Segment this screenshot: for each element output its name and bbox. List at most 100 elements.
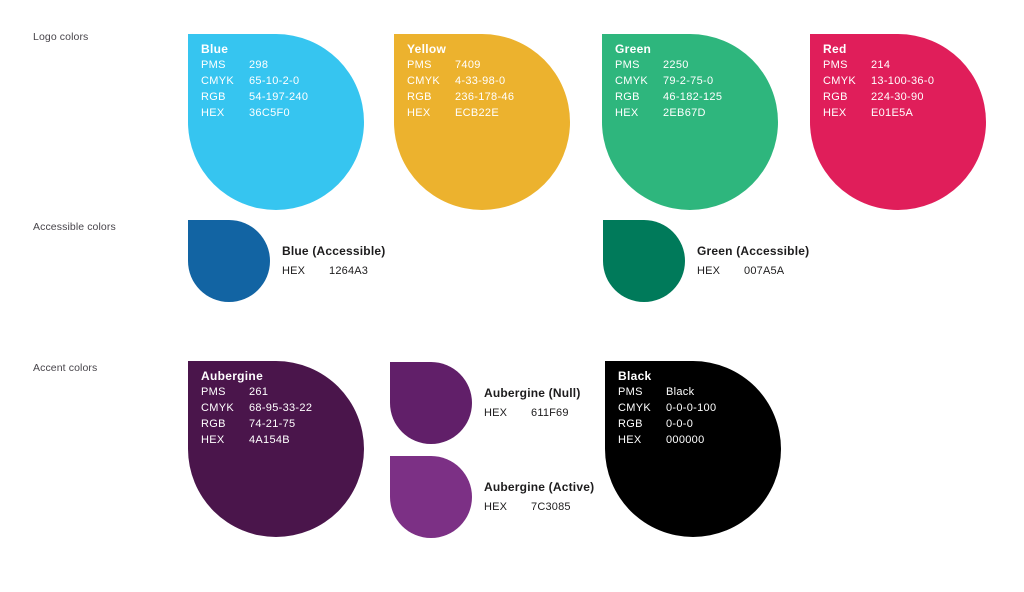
swatch-blob-black: Black PMS Black CMYK 0-0-0-100 RGB 0-0-0 HE… — [605, 361, 781, 537]
swatch-info-aubergine-null: Aubergine (Null) HEX 611F69 — [484, 362, 581, 444]
hex-value: 7C3085 — [531, 500, 571, 513]
pms-value: 261 — [249, 386, 269, 398]
cmyk-row: CMYK 79-2-75-0 — [615, 73, 778, 89]
rgb-row: RGB 0-0-0 — [618, 416, 781, 432]
pms-value: 214 — [871, 59, 891, 71]
swatch-blob-yellow: Yellow PMS 7409 CMYK 4-33-98-0 RGB 236-178-… — [394, 34, 570, 210]
swatch-info-blue-accessible: Blue (Accessible) HEX 1264A3 — [282, 220, 385, 302]
cmyk-label: CMYK — [618, 402, 651, 414]
pms-row: PMS 298 — [201, 57, 364, 73]
pms-value: Black — [666, 386, 695, 398]
hex-value: E01E5A — [871, 107, 914, 119]
hex-value: 4A154B — [249, 434, 290, 446]
swatch-name: Black — [618, 369, 652, 383]
hex-row: HEX 36C5F0 — [201, 105, 364, 121]
swatch-name: Yellow — [407, 42, 447, 56]
rgb-label: RGB — [823, 91, 848, 103]
hex-row: HEX 1264A3 — [282, 264, 385, 279]
swatch-blob-aubergine: Aubergine PMS 261 CMYK 68-95-33-22 RGB 74-2… — [188, 361, 364, 537]
pms-label: PMS — [618, 386, 643, 398]
hex-label: HEX — [282, 264, 306, 277]
swatch-info-green-accessible: Green (Accessible) HEX 007A5A — [697, 220, 809, 302]
hex-label: HEX — [484, 406, 508, 419]
swatch-name: Blue (Accessible) — [282, 243, 386, 258]
section-label-logo-colors: Logo colors — [33, 31, 89, 43]
hex-label: HEX — [823, 107, 847, 119]
hex-row: HEX ECB22E — [407, 105, 570, 121]
pms-row: PMS 2250 — [615, 57, 778, 73]
hex-row: HEX 611F69 — [484, 406, 581, 421]
pms-row: PMS 261 — [201, 384, 364, 400]
swatch-blob-blue-accessible — [188, 220, 270, 302]
section-label-accessible-colors: Accessible colors — [33, 221, 116, 233]
cmyk-value: 4-33-98-0 — [455, 75, 506, 87]
pms-label: PMS — [201, 59, 226, 71]
rgb-value: 54-197-240 — [249, 91, 309, 103]
rgb-label: RGB — [407, 91, 432, 103]
cmyk-label: CMYK — [615, 75, 648, 87]
rgb-label: RGB — [201, 91, 226, 103]
hex-value: 007A5A — [744, 264, 785, 277]
hex-value: 1264A3 — [329, 264, 369, 277]
rgb-label: RGB — [615, 91, 640, 103]
cmyk-label: CMYK — [407, 75, 440, 87]
cmyk-label: CMYK — [823, 75, 856, 87]
hex-label: HEX — [697, 264, 721, 277]
cmyk-value: 68-95-33-22 — [249, 402, 313, 414]
cmyk-row: CMYK 68-95-33-22 — [201, 400, 364, 416]
hex-row: HEX 4A154B — [201, 432, 364, 448]
rgb-label: RGB — [201, 418, 226, 430]
hex-label: HEX — [201, 107, 225, 119]
cmyk-value: 65-10-2-0 — [249, 75, 300, 87]
hex-label: HEX — [615, 107, 639, 119]
cmyk-label: CMYK — [201, 75, 234, 87]
cmyk-row: CMYK 4-33-98-0 — [407, 73, 570, 89]
swatch-name: Aubergine (Null) — [484, 385, 581, 400]
pms-label: PMS — [615, 59, 640, 71]
cmyk-row: CMYK 13-100-36-0 — [823, 73, 986, 89]
cmyk-row: CMYK 0-0-0-100 — [618, 400, 781, 416]
rgb-value: 236-178-46 — [455, 91, 515, 103]
cmyk-label: CMYK — [201, 402, 234, 414]
hex-row: HEX E01E5A — [823, 105, 986, 121]
hex-row: HEX 2EB67D — [615, 105, 778, 121]
rgb-label: RGB — [618, 418, 643, 430]
swatch-blob-aubergine-null — [390, 362, 472, 444]
hex-label: HEX — [407, 107, 431, 119]
hex-row: HEX 007A5A — [697, 264, 809, 279]
pms-row: PMS 7409 — [407, 57, 570, 73]
rgb-row: RGB 54-197-240 — [201, 89, 364, 105]
swatch-name: Green — [615, 42, 652, 56]
rgb-row: RGB 74-21-75 — [201, 416, 364, 432]
hex-value: ECB22E — [455, 107, 499, 119]
swatch-blob-red: Red PMS 214 CMYK 13-100-36-0 RGB 224-30-90 … — [810, 34, 986, 210]
section-label-accent-colors: Accent colors — [33, 362, 98, 374]
hex-label: HEX — [618, 434, 642, 446]
pms-label: PMS — [201, 386, 226, 398]
pms-value: 2250 — [663, 59, 689, 71]
rgb-value: 224-30-90 — [871, 91, 924, 103]
pms-row: PMS 214 — [823, 57, 986, 73]
pms-row: PMS Black — [618, 384, 781, 400]
cmyk-value: 79-2-75-0 — [663, 75, 714, 87]
rgb-row: RGB 46-182-125 — [615, 89, 778, 105]
hex-row: HEX 7C3085 — [484, 500, 594, 515]
swatch-blob-blue: Blue PMS 298 CMYK 65-10-2-0 RGB 54-197-240 … — [188, 34, 364, 210]
pms-label: PMS — [823, 59, 848, 71]
hex-value: 36C5F0 — [249, 107, 290, 119]
pms-label: PMS — [407, 59, 432, 71]
swatch-blob-aubergine-active — [390, 456, 472, 538]
swatch-blob-green: Green PMS 2250 CMYK 79-2-75-0 RGB 46-182-12… — [602, 34, 778, 210]
hex-value: 2EB67D — [663, 107, 706, 119]
swatch-name: Aubergine (Active) — [484, 479, 595, 494]
cmyk-value: 13-100-36-0 — [871, 75, 935, 87]
hex-value: 611F69 — [531, 406, 569, 419]
pms-value: 298 — [249, 59, 269, 71]
swatch-blob-green-accessible — [603, 220, 685, 302]
rgb-value: 0-0-0 — [666, 418, 694, 430]
hex-label: HEX — [484, 500, 508, 513]
swatch-name: Green (Accessible) — [697, 243, 810, 258]
cmyk-value: 0-0-0-100 — [666, 402, 717, 414]
swatch-name: Aubergine — [201, 369, 264, 383]
